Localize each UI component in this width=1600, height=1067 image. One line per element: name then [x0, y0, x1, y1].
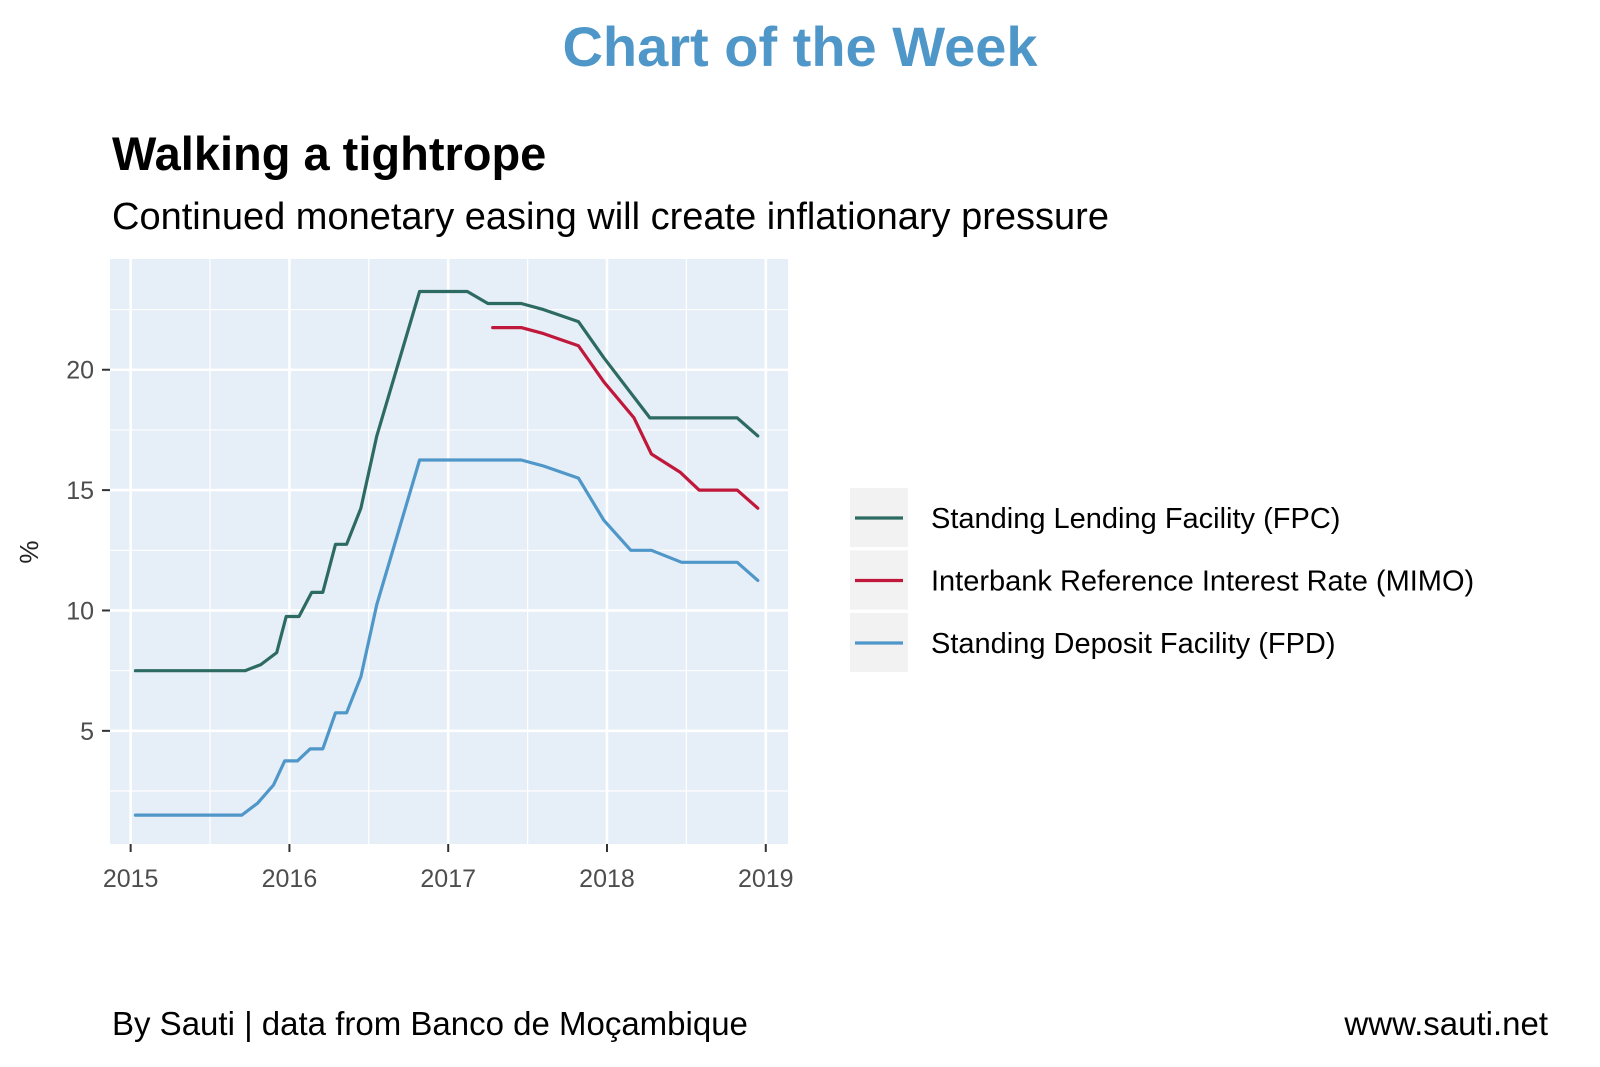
- footer-website: www.sauti.net: [1344, 1005, 1548, 1042]
- x-tick-label: 2019: [738, 865, 794, 893]
- series-line-1: [133, 289, 760, 673]
- series-lines: [133, 289, 760, 817]
- legend-label-3: Standing Deposit Facility (FPD): [931, 628, 1336, 660]
- x-tick-label: 2016: [262, 865, 318, 893]
- banner-title: Chart of the Week: [562, 15, 1038, 78]
- x-tick-label: 2015: [103, 865, 159, 893]
- footer-source: By Sauti | data from Banco de Moçambique: [112, 1005, 748, 1042]
- x-tick-label: 2018: [579, 865, 635, 893]
- legend-label-1: Standing Lending Facility (FPC): [931, 503, 1340, 535]
- grid-major: [110, 259, 788, 844]
- x-tick-label: 2017: [420, 865, 476, 893]
- series-line-2: [491, 326, 760, 510]
- legend: Standing Lending Facility (FPC) Interbank…: [850, 488, 1474, 672]
- y-tick-label: 5: [80, 718, 94, 746]
- y-tick-label: 10: [66, 597, 94, 625]
- y-tick-label: 15: [66, 477, 94, 505]
- y-tick-label: 20: [66, 357, 94, 385]
- axes: 2015 2016 2017 2018 2019 5 10 15 20: [66, 357, 793, 893]
- legend-label-2: Interbank Reference Interest Rate (MIMO): [931, 566, 1474, 598]
- y-axis-label: %: [14, 540, 44, 563]
- series-line-3: [133, 458, 760, 817]
- chart-subtitle: Continued monetary easing will create in…: [112, 196, 1109, 238]
- chart-title: Walking a tightrope: [112, 127, 547, 180]
